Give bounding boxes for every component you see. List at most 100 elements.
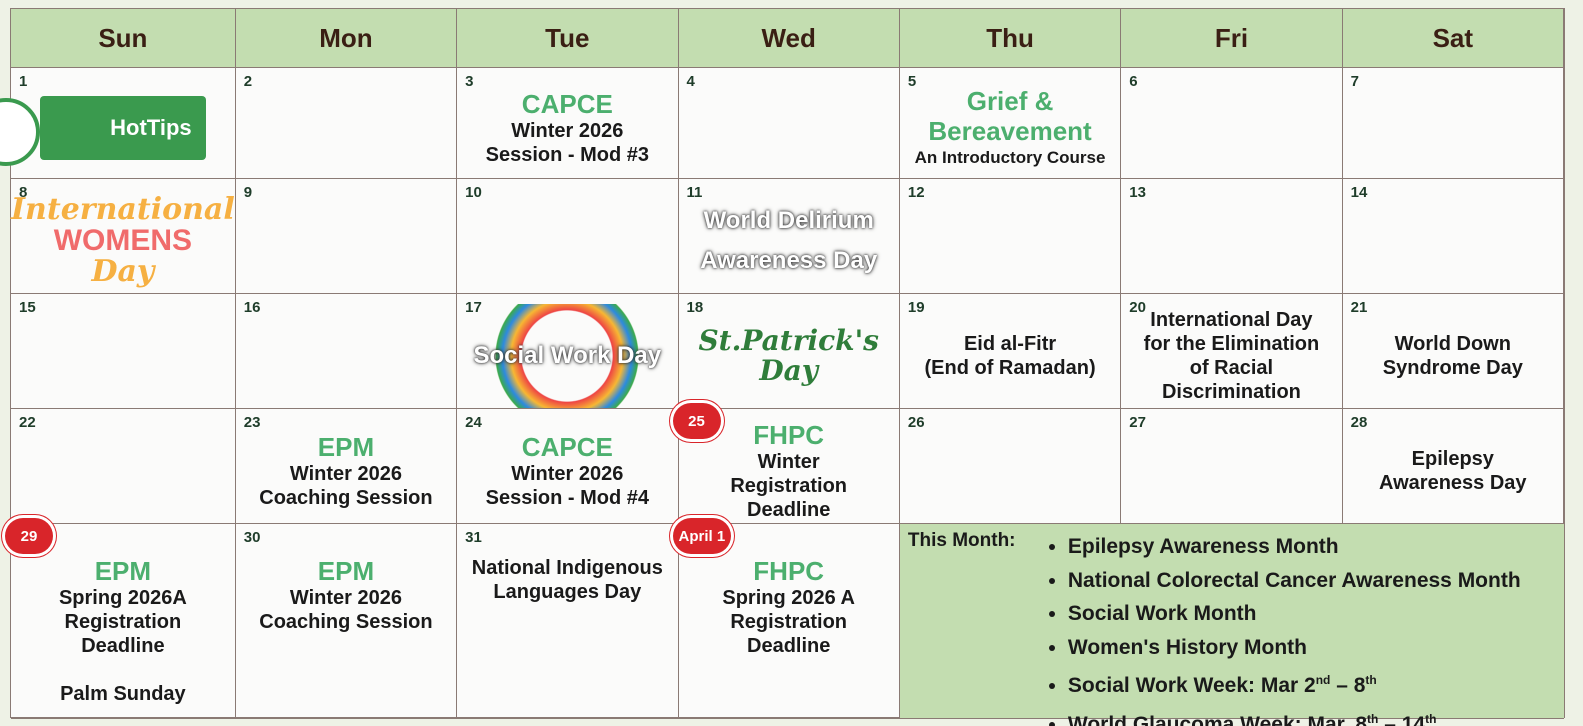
day-cell: 26: [899, 409, 1122, 524]
day-cell: 27: [1121, 409, 1343, 524]
day-cell: 29 EPM Spring 2026A Registration Deadline Pal…: [5, 518, 236, 719]
day-cell: 13: [1121, 179, 1343, 294]
observance: Epilepsy Awareness Month: [1068, 530, 1521, 564]
day-number: 30: [243, 529, 261, 546]
day-number: 19: [907, 299, 925, 316]
day-number: 24: [465, 414, 482, 431]
event-text: Session - Mod #4: [485, 487, 649, 509]
calendar: Sun Mon Tue Wed Thu Fri Sat 1 HotTips 2 3 CAPCE Wint…: [0, 8, 1565, 726]
date-badge: April 1: [672, 518, 732, 554]
day-cell: 18 St.Patrick's Day: [678, 294, 900, 409]
event-text: HotTips: [0, 96, 206, 166]
event-text: for the Elimination: [1143, 333, 1320, 355]
event-text: Epilepsy: [1411, 448, 1494, 470]
day-cell: 28 Epilepsy Awareness Day: [1342, 409, 1564, 524]
day-cell: 8 International WOMENS Day: [11, 179, 236, 294]
day-number: 23: [243, 414, 261, 431]
date-badge: 25: [672, 403, 721, 439]
event-text: Palm Sunday: [60, 683, 186, 705]
day-number: 1: [19, 73, 28, 90]
event-text: Coaching Session: [259, 487, 433, 509]
event-text: World Down: [1394, 333, 1511, 355]
day-cell: 12: [899, 179, 1122, 294]
this-month-label: This Month:: [907, 530, 1016, 551]
event-text: Coaching Session: [259, 611, 433, 633]
event-text: Registration: [730, 611, 848, 633]
day-cell: 20 International Day for the Elimination of…: [1121, 294, 1343, 409]
observance-text: th: [1425, 711, 1437, 726]
event-text: Deadline: [747, 499, 831, 521]
observance-text: World Glaucoma Week: Mar. 8: [1067, 712, 1368, 726]
day-number: 15: [19, 299, 36, 316]
event-text: Winter: [757, 451, 820, 473]
event-text: CAPCE: [521, 89, 613, 119]
day-number: 17: [465, 299, 482, 316]
observance-text: Women's History Month: [1067, 635, 1307, 659]
event-text: Winter 2026: [289, 463, 402, 485]
day-cell: 14: [1342, 179, 1564, 294]
day-header: Wed: [678, 9, 900, 68]
day-number: 10: [465, 184, 482, 201]
day-number: 28: [1350, 414, 1368, 431]
day-number: 2: [243, 73, 253, 90]
event-text: (End of Ramadan): [924, 357, 1096, 379]
event-text: Deadline: [747, 635, 831, 657]
day-number: 4: [686, 73, 695, 90]
event-text: WOMENS: [53, 224, 193, 257]
day-cell: 5 Grief & Bereavement An Introductory Cours…: [899, 68, 1122, 179]
day-cell: 9: [235, 179, 458, 294]
day-number: 16: [243, 299, 261, 316]
day-cell: 3 CAPCE Winter 2026 Session - Mod #3: [457, 68, 679, 179]
event-text: Registration: [730, 475, 848, 497]
event-text: Winter 2026: [511, 120, 624, 142]
event-text: National Indigenous: [471, 557, 663, 579]
event-text: International: [11, 192, 235, 227]
day-number: 26: [907, 414, 925, 431]
observance-text: – 14: [1378, 712, 1426, 726]
event-text: EPM: [317, 556, 375, 586]
day-cell: 21 World Down Syndrome Day: [1342, 294, 1564, 409]
day-cell: 6: [1121, 68, 1343, 179]
observance-text: Social Work Week: Mar 2: [1067, 674, 1316, 697]
day-cell: 30 EPM Winter 2026 Coaching Session: [235, 524, 458, 719]
event-text: Spring 2026A: [58, 587, 187, 609]
event-text: FHPC: [753, 420, 825, 450]
day-number: 20: [1129, 299, 1146, 316]
observance-text: th: [1365, 673, 1377, 687]
event-text: Languages Day: [493, 581, 642, 603]
event-text: Awareness Day: [700, 247, 878, 274]
event-text: Eid al-Fitr: [963, 333, 1057, 355]
observance-text: – 8: [1330, 674, 1366, 697]
event-text: Bereavement: [928, 116, 1092, 146]
day-number: 5: [907, 73, 917, 90]
day-number: 6: [1129, 73, 1138, 90]
day-number: 12: [907, 184, 925, 201]
day-number: 31: [465, 529, 482, 546]
observance: World Glaucoma Week: Mar. 8th – 14th: [1068, 703, 1521, 726]
day-number: 22: [19, 414, 36, 431]
observance-list: Epilepsy Awareness Month National Colorec…: [1048, 530, 1521, 726]
day-number: 9: [243, 184, 253, 201]
day-cell: 23 EPM Winter 2026 Coaching Session: [235, 409, 458, 524]
event-text: Syndrome Day: [1382, 357, 1523, 379]
observance: Women's History Month: [1068, 631, 1521, 665]
event-text: Spring 2026 A: [722, 587, 855, 609]
observance-text: National Colorectal Cancer Awareness Mon…: [1067, 568, 1521, 592]
day-header: Mon: [235, 9, 458, 68]
day-number: 21: [1350, 299, 1368, 316]
date-badge: 29: [5, 518, 53, 554]
event-text: Day: [91, 254, 155, 289]
event-text: Winter 2026: [289, 587, 402, 609]
day-number: 3: [465, 73, 474, 90]
day-cell: 2: [235, 68, 458, 179]
event-text: Registration: [64, 611, 182, 633]
day-cell: 25 FHPC Winter Registration Deadline: [672, 403, 900, 524]
observance-text: th: [1367, 711, 1379, 726]
day-number: 14: [1350, 184, 1368, 201]
day-cell: 10: [457, 179, 679, 294]
event-text: An Introductory Course: [914, 148, 1106, 167]
day-number: 7: [1350, 73, 1359, 90]
observance-text: nd: [1315, 673, 1331, 687]
day-header: Tue: [457, 9, 679, 68]
